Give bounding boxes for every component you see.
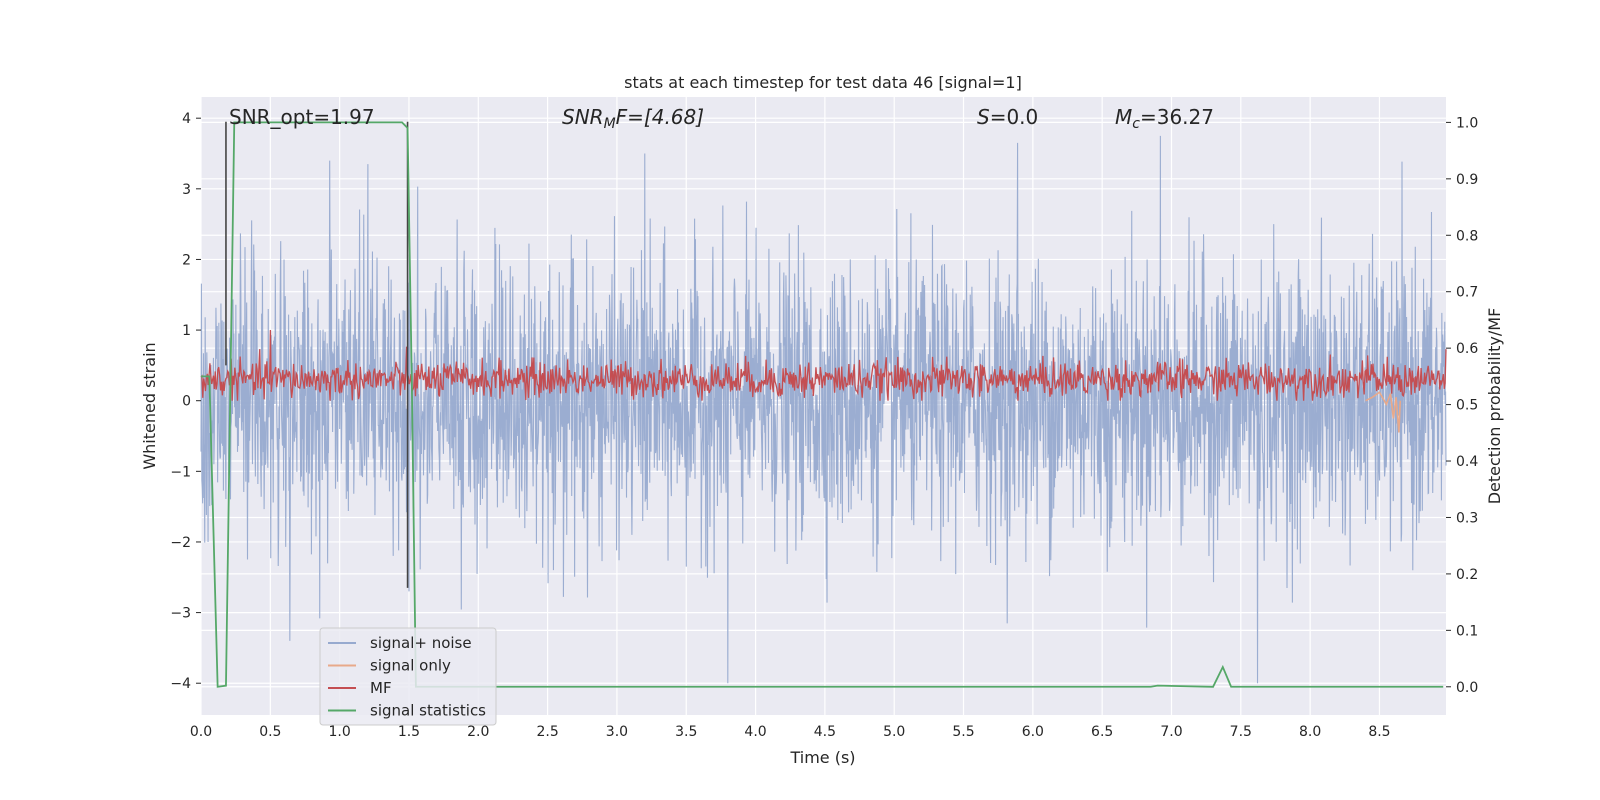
- annotation-mc: Mc=36.27: [1115, 105, 1214, 132]
- y-right-tick-label: 0.4: [1456, 454, 1478, 470]
- legend-label: signal+ noise: [370, 634, 472, 652]
- annotation-mc-sub: c: [1132, 116, 1140, 132]
- x-tick-label: 8.5: [1368, 724, 1390, 740]
- x-tick-label: 4.0: [744, 724, 766, 740]
- legend-label: MF: [370, 679, 392, 697]
- x-tick-label: 0.0: [190, 724, 212, 740]
- legend-entry: signal statistics: [328, 702, 486, 720]
- x-tick-label: 1.5: [398, 724, 420, 740]
- y-right-tick-label: 0.6: [1456, 341, 1478, 357]
- x-tick-label: 3.5: [675, 724, 697, 740]
- y-right-tick-label: 0.7: [1456, 285, 1478, 301]
- y-tick-label: 3: [182, 182, 191, 198]
- legend-label: signal only: [370, 657, 451, 675]
- x-tick-label: 2.0: [467, 724, 489, 740]
- mf-line: [200, 330, 1447, 401]
- annotation-snr-mf: SNRMF=[4.68]: [562, 105, 704, 132]
- chart-title: stats at each timestep for test data 46 …: [624, 73, 1022, 92]
- y-right-tick-label: 0.2: [1456, 567, 1478, 583]
- y-right-tick-label: 0.5: [1456, 398, 1478, 414]
- y-tick-label: −2: [170, 535, 191, 551]
- x-tick-label: 7.5: [1230, 724, 1252, 740]
- x-tick-label: 1.0: [329, 724, 351, 740]
- y-axis-right-label: Detection probability/MF: [1485, 308, 1504, 505]
- event-markers: [225, 121, 409, 588]
- annotation-snr-mf-prefix: SNR: [562, 105, 604, 129]
- y-tick-label: 1: [182, 323, 191, 339]
- x-tick-label: 5.5: [952, 724, 974, 740]
- y-axis-right-ticks: 0.0 0.1 0.2 0.3 0.4 0.5 0.6 0.7 0.8 0.9 1.0: [1446, 115, 1478, 696]
- annotation-snr-opt: SNR_opt=1.97: [229, 105, 375, 129]
- x-tick-label: 5.0: [883, 724, 905, 740]
- x-axis-ticks: 0.0 0.5 1.0 1.5 2.0 2.5 3.0 3.5 4.0 4.5 5.0 5.5 6.0 6…: [190, 724, 1391, 740]
- annotation-s-var: S: [977, 105, 990, 129]
- signal-statistics-line: [201, 121, 1444, 688]
- series-signal-statistics: [201, 121, 1444, 688]
- annotation-mc-rest: =36.27: [1140, 105, 1214, 129]
- y-right-tick-label: 0.1: [1456, 623, 1478, 639]
- x-tick-label: 3.0: [606, 724, 628, 740]
- annotation-snr-mf-rest: F=[4.68]: [616, 105, 704, 129]
- x-tick-label: 8.0: [1299, 724, 1321, 740]
- y-tick-label: −3: [170, 606, 191, 622]
- y-right-tick-label: 0.3: [1456, 510, 1478, 526]
- series-signal-only: [1365, 391, 1402, 433]
- legend-entry: signal+ noise: [328, 634, 472, 652]
- x-tick-label: 2.5: [536, 724, 558, 740]
- y-right-tick-label: 1.0: [1456, 115, 1478, 131]
- x-axis-label: Time (s): [789, 748, 855, 767]
- y-tick-label: 0: [182, 394, 191, 410]
- legend-label: signal statistics: [370, 702, 486, 720]
- y-right-tick-label: 0.8: [1456, 228, 1478, 244]
- y-tick-label: −1: [170, 464, 191, 480]
- x-tick-label: 6.5: [1091, 724, 1113, 740]
- legend: signal+ noise signal only MF signal statist…: [319, 627, 497, 726]
- annotation-mc-var: M: [1115, 105, 1132, 129]
- signal-only-line: [1365, 391, 1402, 433]
- annotation-s: S=0.0: [977, 105, 1038, 129]
- y-right-tick-label: 0.9: [1456, 172, 1478, 188]
- y-tick-label: −4: [170, 676, 191, 692]
- y-tick-label: 4: [182, 111, 191, 127]
- legend-entry: signal only: [328, 657, 451, 675]
- x-tick-label: 4.5: [814, 724, 836, 740]
- series-mf: [200, 330, 1447, 401]
- y-tick-label: 2: [182, 252, 191, 268]
- y-axis-label: Whitened strain: [140, 342, 159, 469]
- annotation-snr-mf-sub: M: [604, 116, 616, 132]
- y-right-tick-label: 0.0: [1456, 680, 1478, 696]
- x-tick-label: 6.0: [1022, 724, 1044, 740]
- legend-entry: MF: [328, 679, 392, 697]
- x-tick-label: 7.0: [1160, 724, 1182, 740]
- x-tick-label: 0.5: [259, 724, 281, 740]
- legend-box: [319, 627, 497, 726]
- y-axis-ticks: −4 −3 −2 −1 0 1 2 3 4: [170, 111, 201, 692]
- annotation-s-rest: =0.0: [990, 105, 1039, 129]
